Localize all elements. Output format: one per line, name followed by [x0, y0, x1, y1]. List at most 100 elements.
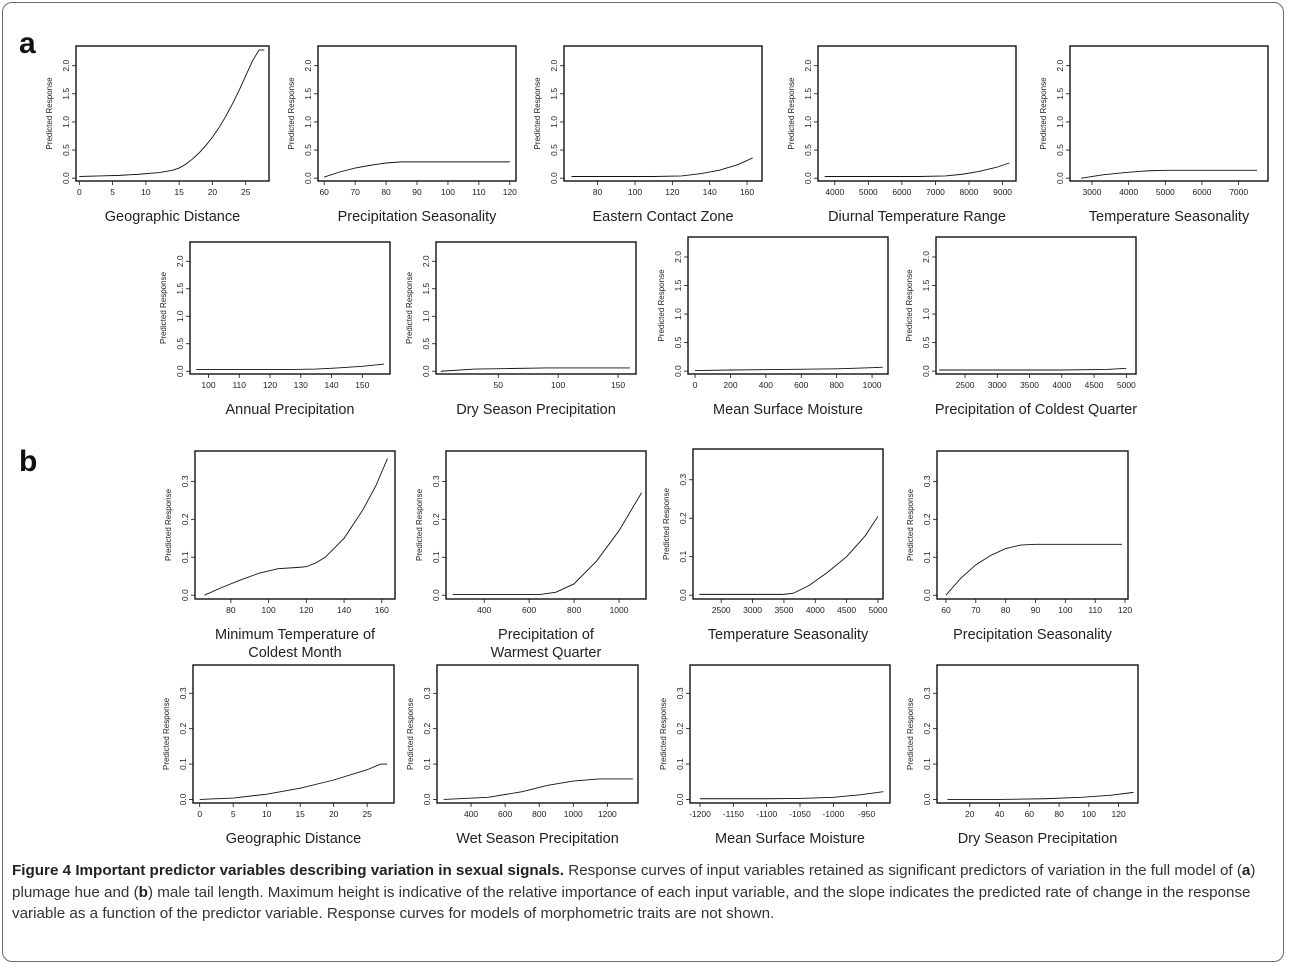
- x-axis-title: Temperature Seasonality: [1089, 209, 1250, 225]
- plot-frame: [189, 241, 391, 375]
- x-tick-label: 50: [494, 380, 504, 390]
- figure-plots: a b 0.0 0.5 1.0 1.5 2.0 0 5 10 15 20 25 Predicted R…: [19, 27, 1269, 847]
- x-tick-label: 0: [197, 809, 202, 819]
- x-axis-title: Diurnal Temperature Range: [828, 209, 1006, 225]
- x-tick-label: 120: [299, 605, 313, 615]
- y-tick-label: 0.0: [678, 589, 688, 601]
- y-tick-label: 1.5: [549, 88, 559, 100]
- x-axis-title: Wet Season Precipitation: [456, 831, 619, 847]
- y-tick-label: 0.1: [922, 551, 932, 563]
- chart-17: 0.0 0.1 0.2 0.3 20 40 60 80 100 120 Predicted Resp…: [906, 664, 1139, 847]
- response-curve: [695, 366, 883, 372]
- x-axis-title: Precipitation of: [498, 627, 595, 643]
- y-tick-label: 0.3: [180, 475, 190, 487]
- y-tick-label: 0.0: [921, 365, 931, 377]
- x-tick-label: 3500: [774, 605, 793, 615]
- x-axis-title: Mean Surface Moisture: [715, 831, 865, 847]
- x-tick-label: 120: [503, 187, 517, 197]
- y-tick-label: 0.5: [421, 338, 431, 350]
- y-axis-label: Predicted Response: [657, 269, 666, 342]
- y-tick-label: 0.0: [803, 172, 813, 184]
- x-tick-label: 8000: [960, 187, 979, 197]
- y-tick-label: 0.1: [431, 551, 441, 563]
- plot-frame: [689, 664, 891, 804]
- chart-7: 0.0 0.5 1.0 1.5 2.0 50 100 150 Predicted Respons…: [405, 241, 637, 418]
- x-tick-label: 3000: [988, 380, 1007, 390]
- response-curve: [204, 458, 388, 596]
- x-tick-label: 2500: [956, 380, 975, 390]
- plot-frame: [192, 664, 395, 804]
- chart-13: 0.0 0.1 0.2 0.3 60 70 80 90 100 110 120 Predicted R…: [906, 450, 1132, 643]
- chart-2: 0.0 0.5 1.0 1.5 2.0 60 70 80 90 100 110 120 Predicte…: [287, 45, 517, 225]
- caption-panel-a: a: [1241, 862, 1251, 879]
- y-tick-label: 0.3: [922, 687, 932, 699]
- x-tick-label: 25: [362, 809, 372, 819]
- response-curve: [199, 763, 388, 800]
- y-tick-label: 2.0: [421, 255, 431, 267]
- x-tick-label: 140: [337, 605, 351, 615]
- x-tick-label: 5000: [859, 187, 878, 197]
- x-tick-label: 100: [441, 187, 455, 197]
- x-tick-label: 120: [263, 380, 277, 390]
- y-tick-label: 1.0: [421, 310, 431, 322]
- y-tick-label: 2.0: [921, 251, 931, 263]
- y-axis-label: Predicted Response: [533, 77, 542, 150]
- x-tick-label: 25: [241, 187, 251, 197]
- y-tick-label: 0.5: [549, 144, 559, 156]
- caption-text-3: ) male tail length. Maximum height is in…: [12, 883, 1251, 923]
- x-tick-label: 7000: [926, 187, 945, 197]
- caption-panel-b: b: [138, 883, 148, 901]
- y-tick-label: 0.2: [678, 512, 688, 524]
- y-tick-label: 0.0: [61, 172, 71, 184]
- x-axis-title: Eastern Contact Zone: [592, 209, 733, 225]
- x-tick-label: 40: [995, 809, 1005, 819]
- x-axis-title: Coldest Month: [248, 645, 342, 661]
- plot-frame: [75, 45, 270, 182]
- y-tick-label: 0.1: [180, 551, 190, 563]
- x-axis-title: Minimum Temperature of: [215, 627, 376, 643]
- chart-5: 0.0 0.5 1.0 1.5 2.0 3000 4000 5000 6000 7000 Predi…: [1039, 45, 1269, 225]
- x-axis-title: Precipitation of Coldest Quarter: [935, 402, 1137, 418]
- response-curve: [440, 367, 631, 372]
- y-tick-label: 1.0: [803, 116, 813, 128]
- x-tick-label: 120: [1118, 605, 1132, 615]
- y-axis-label: Predicted Response: [415, 488, 424, 561]
- plot-frame: [194, 450, 396, 600]
- y-tick-label: 2.0: [803, 60, 813, 72]
- x-tick-label: 1000: [863, 380, 882, 390]
- y-tick-label: 1.0: [61, 116, 71, 128]
- y-tick-label: 0.2: [922, 723, 932, 735]
- response-curve: [443, 778, 633, 800]
- y-tick-label: 0.1: [675, 758, 685, 770]
- y-tick-label: 2.0: [673, 251, 683, 263]
- x-axis-title: Geographic Distance: [226, 831, 361, 847]
- x-tick-label: 3000: [1083, 187, 1102, 197]
- y-tick-label: 1.0: [549, 116, 559, 128]
- plot-frame: [687, 236, 889, 375]
- y-axis-label: Predicted Response: [906, 488, 915, 561]
- x-tick-label: 400: [759, 380, 773, 390]
- x-tick-label: 90: [412, 187, 422, 197]
- y-tick-label: 0.0: [180, 589, 190, 601]
- x-tick-label: 100: [551, 380, 565, 390]
- x-tick-label: 5000: [869, 605, 888, 615]
- x-tick-label: 70: [350, 187, 360, 197]
- y-tick-label: 0.0: [421, 365, 431, 377]
- response-curve: [196, 363, 384, 371]
- y-tick-label: 0.2: [675, 723, 685, 735]
- x-tick-label: -950: [858, 809, 875, 819]
- y-tick-label: 1.5: [61, 88, 71, 100]
- y-tick-label: 0.2: [431, 513, 441, 525]
- x-tick-label: 100: [261, 605, 275, 615]
- x-tick-label: 110: [1088, 605, 1102, 615]
- x-tick-label: 7000: [1229, 187, 1248, 197]
- x-tick-label: 10: [262, 809, 272, 819]
- chart-15: 0.0 0.1 0.2 0.3 400 600 800 1000 1200 Predicted R…: [406, 664, 639, 847]
- x-tick-label: 6000: [892, 187, 911, 197]
- x-tick-label: 1200: [598, 809, 617, 819]
- y-axis-label: Predicted Response: [662, 487, 671, 560]
- y-axis-label: Predicted Response: [287, 77, 296, 150]
- plot-frame: [445, 450, 647, 600]
- x-tick-label: 20: [965, 809, 975, 819]
- y-tick-label: 1.0: [921, 308, 931, 320]
